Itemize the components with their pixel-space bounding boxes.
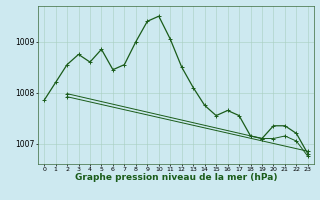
X-axis label: Graphe pression niveau de la mer (hPa): Graphe pression niveau de la mer (hPa) bbox=[75, 173, 277, 182]
